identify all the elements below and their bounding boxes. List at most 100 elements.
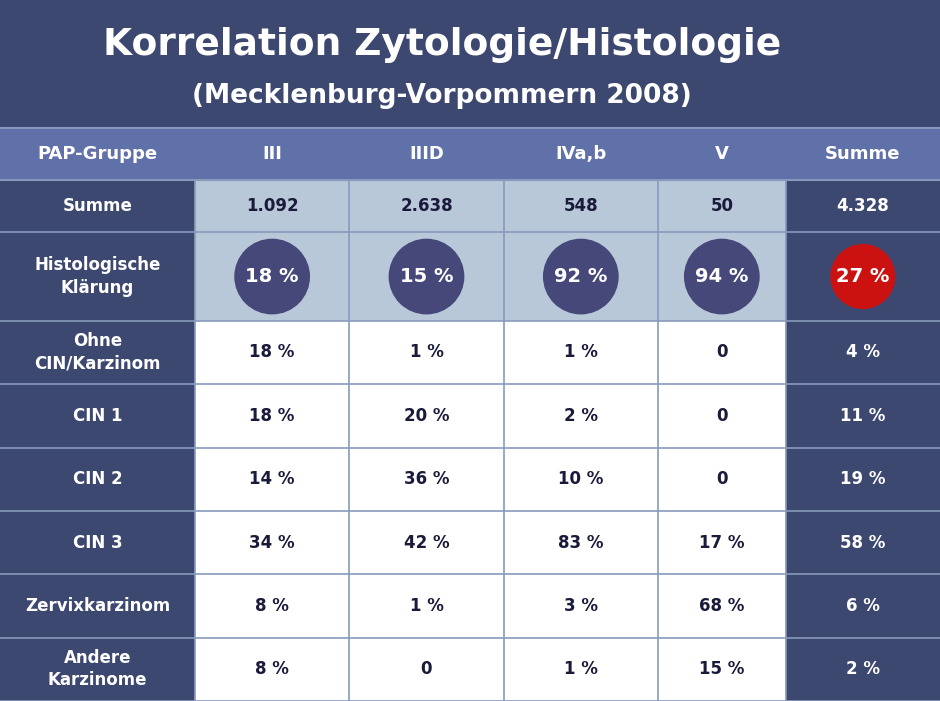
Text: CIN 2: CIN 2 [72,470,122,488]
Text: CIN 3: CIN 3 [72,533,122,552]
Text: 548: 548 [563,197,598,215]
Bar [195,574,350,638]
Bar [350,180,504,232]
Text: (Mecklenburg-Vorpommern 2008): (Mecklenburg-Vorpommern 2008) [192,83,692,109]
Text: CIN 1: CIN 1 [72,407,122,425]
Text: 4 %: 4 % [846,343,880,362]
Text: Ohne
CIN/Karzinom: Ohne CIN/Karzinom [34,332,161,373]
Text: 18 %: 18 % [249,343,295,362]
Text: 10 %: 10 % [558,470,603,488]
Bar [195,447,350,511]
Bar [786,384,940,447]
Bar [350,384,504,447]
Text: 2 %: 2 % [846,660,880,679]
Bar [0,321,195,384]
Text: 14 %: 14 % [249,470,295,488]
Text: Zervixkarzinom: Zervixkarzinom [24,597,170,615]
Bar [195,232,350,321]
Bar [350,447,504,511]
Bar [0,232,195,321]
Bar [786,574,940,638]
Text: 1 %: 1 % [410,343,444,362]
Text: 8 %: 8 % [255,597,290,615]
Bar [658,384,786,447]
Bar [504,321,658,384]
Bar [0,180,195,232]
Text: 4.328: 4.328 [837,197,889,215]
Bar [0,447,195,511]
Text: 15 %: 15 % [699,660,744,679]
Text: III: III [262,145,282,163]
Text: Korrelation Zytologie/Histologie: Korrelation Zytologie/Histologie [102,27,781,63]
Bar [0,0,940,128]
Text: 94 %: 94 % [696,267,748,286]
Text: 58 %: 58 % [840,533,885,552]
Text: 68 %: 68 % [699,597,744,615]
Bar [504,511,658,574]
Bar [350,638,504,701]
Text: 27 %: 27 % [837,267,889,286]
Bar [786,447,940,511]
Text: 34 %: 34 % [249,533,295,552]
Text: PAP-Gruppe: PAP-Gruppe [38,145,158,163]
Text: 0: 0 [716,343,728,362]
Text: 20 %: 20 % [404,407,449,425]
Text: 1 %: 1 % [564,660,598,679]
Text: 6 %: 6 % [846,597,880,615]
Circle shape [235,239,309,314]
Text: 11 %: 11 % [840,407,885,425]
Bar [350,321,504,384]
Text: 42 %: 42 % [403,533,449,552]
Text: 1 %: 1 % [410,597,444,615]
Bar [786,511,940,574]
Bar [350,574,504,638]
Text: 2 %: 2 % [564,407,598,425]
Circle shape [684,239,759,314]
Bar [0,128,940,180]
Text: 0: 0 [421,660,432,679]
Bar [195,511,350,574]
Text: 8 %: 8 % [255,660,290,679]
Circle shape [831,245,895,308]
Bar [658,511,786,574]
Bar [658,321,786,384]
Text: 0: 0 [716,407,728,425]
Text: 18 %: 18 % [249,407,295,425]
Bar [195,384,350,447]
Bar [786,232,940,321]
Bar [658,180,786,232]
Bar [504,574,658,638]
Text: Summe: Summe [825,145,901,163]
Bar [658,447,786,511]
Bar [195,638,350,701]
Text: 92 %: 92 % [555,267,607,286]
Bar [0,384,195,447]
Text: 0: 0 [716,470,728,488]
Bar [658,574,786,638]
Bar [504,180,658,232]
Bar [786,321,940,384]
Text: 18 %: 18 % [245,267,299,286]
Text: 3 %: 3 % [564,597,598,615]
Bar [0,511,195,574]
Text: Histologische
Klärung: Histologische Klärung [34,257,161,297]
Text: 19 %: 19 % [840,470,885,488]
Text: 15 %: 15 % [400,267,453,286]
Text: 1 %: 1 % [564,343,598,362]
Text: Summe: Summe [63,197,133,215]
Bar [195,180,350,232]
Circle shape [543,239,618,314]
Text: 2.638: 2.638 [400,197,453,215]
Bar [504,638,658,701]
Text: 1.092: 1.092 [246,197,298,215]
Text: 17 %: 17 % [699,533,744,552]
Bar [786,638,940,701]
Bar [658,638,786,701]
Text: V: V [715,145,728,163]
Bar [786,180,940,232]
Text: 50: 50 [711,197,733,215]
Bar [0,638,195,701]
Bar [504,232,658,321]
Text: 83 %: 83 % [558,533,603,552]
Circle shape [389,239,463,314]
